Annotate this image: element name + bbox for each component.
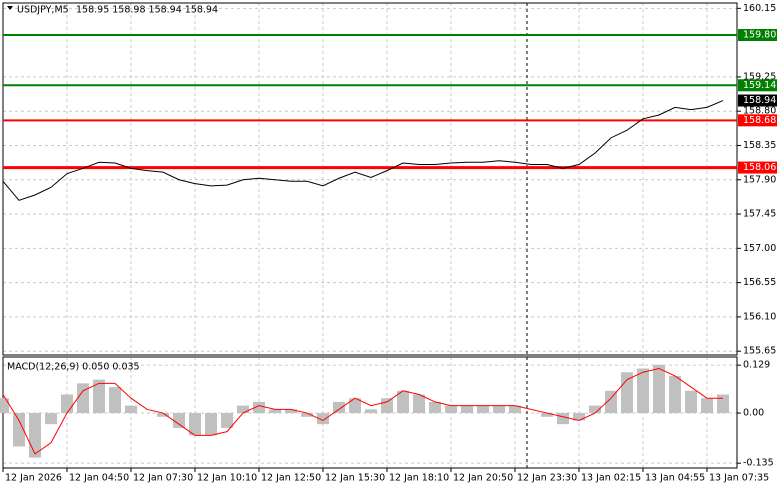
macd-bar: [253, 401, 265, 414]
last-price-bg: [738, 94, 777, 107]
macd-bar: [205, 413, 217, 436]
macd-bar: [429, 401, 441, 414]
macd-bar: [397, 390, 409, 414]
macd-bar: [173, 413, 185, 428]
macd-bar: [0, 398, 9, 414]
y-tick-label: 0.00: [743, 408, 764, 419]
signal-line: [2, 367, 723, 455]
macd-bar: [125, 405, 137, 414]
level-label: 158.68: [743, 115, 776, 126]
macd-bar: [157, 413, 169, 417]
x-tick-label: 13 Jan 07:35: [709, 473, 769, 484]
macd-bar: [605, 390, 617, 414]
ohlc: 158.95 158.98 158.94 158.94: [76, 5, 218, 16]
x-tick-label: 12 Jan 10:10: [197, 473, 257, 484]
y-tick-label: -0.135: [743, 458, 774, 469]
macd-bar: [269, 409, 281, 414]
macd-bar: [509, 405, 521, 414]
y-tick-label: 158.35: [743, 140, 776, 151]
level-label: 159.14: [743, 80, 776, 91]
y-tick-label: 157.90: [743, 174, 776, 185]
macd-bar: [541, 413, 553, 417]
macd-bar: [365, 409, 377, 414]
price-line: [2, 100, 724, 201]
macd-bar: [93, 379, 105, 414]
macd-bar: [445, 405, 457, 414]
x-tick-label: 12 Jan 15:30: [325, 473, 385, 484]
macd-bar: [477, 405, 489, 414]
x-tick-label: 12 Jan 20:50: [453, 473, 513, 484]
macd-bar: [285, 409, 297, 414]
macd-bar: [61, 394, 73, 414]
macd-bar: [557, 413, 569, 425]
level-label-bg: [738, 114, 777, 127]
macd-bar: [317, 413, 329, 425]
macd-bar: [637, 368, 649, 414]
menu-arrow: [7, 6, 13, 10]
macd-bar: [701, 398, 713, 414]
x-tick-label: 12 Jan 2026: [5, 473, 62, 484]
macd-bar: [349, 398, 361, 414]
price-panel: [2, 2, 738, 356]
level-label: 159.80: [743, 30, 776, 41]
y-tick-label: 157.00: [743, 243, 776, 254]
x-tick-label: 12 Jan 12:50: [261, 473, 321, 484]
x-tick-label: 12 Jan 07:30: [133, 473, 193, 484]
macd-bar: [237, 405, 249, 414]
symbol-title: USDJPY,M5: [17, 5, 69, 16]
macd-bar: [13, 413, 25, 447]
y-tick-label: 160.15: [743, 3, 776, 14]
macd-bar: [413, 394, 425, 414]
macd-bar: [45, 413, 57, 425]
x-tick-label: 12 Jan 18:10: [389, 473, 449, 484]
macd-bar: [717, 394, 729, 414]
macd-bar: [221, 413, 233, 428]
last-price-label: 158.94: [743, 95, 776, 106]
level-label-bg: [738, 161, 777, 174]
macd-bar: [333, 401, 345, 414]
macd-bar: [493, 405, 505, 414]
macd-title: MACD(12,26,9) 0.050 0.035: [7, 362, 140, 373]
level-label-bg: [738, 79, 777, 92]
y-tick-label: 157.45: [743, 209, 776, 220]
macd-bar: [669, 375, 681, 414]
level-label-bg: [738, 29, 777, 41]
x-tick-label: 12 Jan 23:30: [517, 473, 577, 484]
y-tick-label: 156.10: [743, 311, 776, 322]
y-tick-label: 0.129: [743, 360, 770, 371]
x-tick-label: 13 Jan 02:15: [581, 473, 641, 484]
macd-bar: [621, 372, 633, 414]
macd-bar: [29, 413, 41, 458]
x-tick-label: 12 Jan 04:50: [69, 473, 129, 484]
macd-bar: [381, 398, 393, 414]
macd-bar: [301, 413, 313, 417]
macd-bar: [589, 405, 601, 414]
y-tick-label: 159.25: [743, 71, 776, 82]
macd-bar: [77, 383, 89, 414]
macd-bar: [109, 387, 121, 414]
grid-layer: [2, 3, 737, 468]
macd-bar: [189, 413, 201, 436]
macd-bar: [653, 364, 665, 414]
y-tick-label: 156.55: [743, 277, 776, 288]
level-label: 158.06: [743, 162, 776, 173]
x-tick-label: 13 Jan 04:55: [645, 473, 705, 484]
macd-bar: [573, 413, 585, 421]
macd-bar: [461, 405, 473, 414]
y-tick-label: 158.80: [743, 106, 776, 117]
macd-bar: [685, 390, 697, 414]
y-tick-label: 155.65: [743, 346, 776, 357]
